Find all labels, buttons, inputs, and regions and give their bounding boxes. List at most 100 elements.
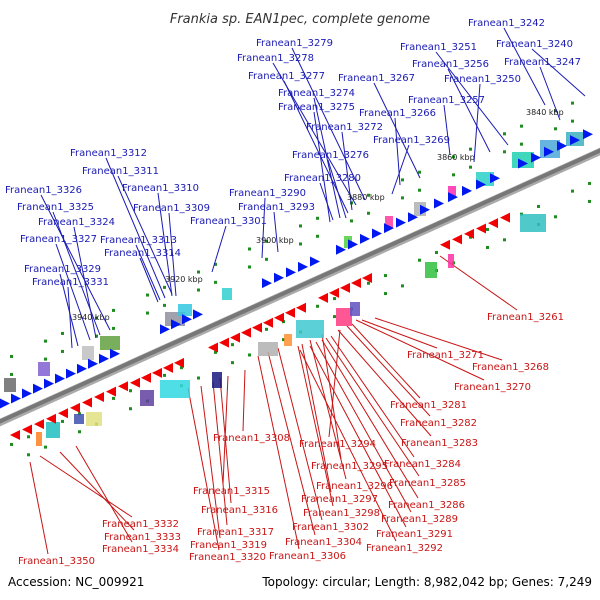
reverse-gene-arrow — [285, 307, 295, 318]
feature-box — [448, 186, 456, 198]
reverse-gene-arrow — [46, 413, 56, 424]
reverse-gene-label[interactable]: Franean1_3320 — [189, 552, 266, 563]
forward-gene-label[interactable]: Franean1_3267 — [338, 73, 415, 84]
label-leader-line — [135, 244, 161, 301]
reverse-gene-label[interactable]: Franean1_3296 — [316, 481, 393, 492]
forward-gene-label[interactable]: Franean1_3327 — [20, 234, 97, 245]
forward-gene-label[interactable]: Franean1_3279 — [256, 38, 333, 49]
feature-box — [82, 346, 94, 360]
reverse-gene-label[interactable]: Franean1_3298 — [303, 508, 380, 519]
forward-gene-arrow — [33, 383, 43, 394]
forward-gene-arrow — [182, 314, 192, 325]
forward-gene-label[interactable]: Franean1_3277 — [248, 71, 325, 82]
forward-gene-label[interactable]: Franean1_3240 — [496, 39, 573, 50]
tick-mark — [197, 288, 200, 292]
forward-gene-label[interactable]: Franean1_3266 — [359, 108, 436, 119]
tick-mark — [163, 285, 166, 289]
forward-gene-label[interactable]: Franean1_3276 — [292, 150, 369, 161]
forward-gene-label[interactable]: Franean1_3290 — [229, 188, 306, 199]
reverse-gene-label[interactable]: Franean1_3316 — [201, 505, 278, 516]
reverse-gene-label[interactable]: Franean1_3319 — [190, 540, 267, 551]
reverse-gene-arrow — [230, 332, 240, 343]
forward-gene-label[interactable]: Franean1_3310 — [122, 183, 199, 194]
forward-gene-label[interactable]: Franean1_3247 — [504, 57, 581, 68]
reverse-gene-arrow — [152, 367, 162, 378]
forward-gene-label[interactable]: Franean1_3278 — [237, 53, 314, 64]
label-leader-line — [319, 182, 334, 221]
reverse-gene-label[interactable]: Franean1_3334 — [102, 544, 179, 555]
forward-gene-label[interactable]: Franean1_3301 — [190, 216, 267, 227]
reverse-gene-arrow — [219, 337, 229, 348]
reverse-gene-label[interactable]: Franean1_3317 — [197, 527, 274, 538]
forward-gene-label[interactable]: Franean1_3326 — [5, 185, 82, 196]
forward-gene-label[interactable]: Franean1_3257 — [408, 95, 485, 106]
feature-box — [258, 342, 278, 356]
reverse-gene-label[interactable]: Franean1_3332 — [102, 519, 179, 530]
forward-gene-label[interactable]: Franean1_3313 — [100, 235, 177, 246]
reverse-gene-arrow — [94, 392, 104, 403]
reverse-gene-label[interactable]: Franean1_3281 — [390, 400, 467, 411]
forward-gene-label[interactable]: Franean1_3280 — [284, 173, 361, 184]
reverse-gene-label[interactable]: Franean1_3308 — [213, 433, 290, 444]
reverse-gene-label[interactable]: Franean1_3261 — [487, 312, 564, 323]
reverse-gene-label[interactable]: Franean1_3270 — [454, 382, 531, 393]
label-leader-line — [531, 48, 586, 97]
reverse-gene-label[interactable]: Franean1_3271 — [407, 350, 484, 361]
tick-mark — [10, 354, 13, 358]
reverse-gene-arrow — [340, 282, 350, 293]
tick-mark — [95, 316, 98, 320]
reverse-gene-label[interactable]: Franean1_3283 — [401, 438, 478, 449]
forward-gene-label[interactable]: Franean1_3269 — [373, 135, 450, 146]
reverse-gene-label[interactable]: Franean1_3285 — [389, 478, 466, 489]
forward-gene-arrow — [396, 217, 406, 228]
reverse-gene-label[interactable]: Franean1_3291 — [376, 529, 453, 540]
forward-gene-label[interactable]: Franean1_3331 — [32, 277, 109, 288]
feature-box — [46, 422, 60, 438]
forward-gene-arrow — [55, 373, 65, 384]
tick-mark — [537, 204, 540, 208]
forward-gene-label[interactable]: Franean1_3251 — [400, 42, 477, 53]
forward-gene-label[interactable]: Franean1_3250 — [444, 74, 521, 85]
forward-gene-label[interactable]: Franean1_3275 — [278, 102, 355, 113]
forward-gene-label[interactable]: Franean1_3324 — [38, 217, 115, 228]
forward-gene-label[interactable]: Franean1_3274 — [278, 88, 355, 99]
forward-gene-label[interactable]: Franean1_3314 — [104, 248, 181, 259]
reverse-gene-arrow — [476, 223, 486, 234]
reverse-gene-label[interactable]: Franean1_3297 — [301, 494, 378, 505]
reverse-gene-label[interactable]: Franean1_3306 — [269, 551, 346, 562]
reverse-gene-arrow — [263, 317, 273, 328]
forward-gene-label[interactable]: Franean1_3325 — [17, 202, 94, 213]
forward-gene-arrow — [531, 152, 541, 163]
label-leader-line — [73, 226, 97, 339]
label-leader-line — [309, 339, 347, 480]
reverse-gene-label[interactable]: Franean1_3304 — [285, 537, 362, 548]
reverse-gene-arrow — [82, 397, 92, 408]
reverse-gene-arrow — [500, 212, 510, 223]
reverse-gene-label[interactable]: Franean1_3284 — [384, 459, 461, 470]
reverse-gene-label[interactable]: Franean1_3282 — [400, 418, 477, 429]
forward-gene-label[interactable]: Franean1_3329 — [24, 264, 101, 275]
tick-mark — [469, 165, 472, 169]
reverse-gene-label[interactable]: Franean1_3295 — [311, 461, 388, 472]
forward-gene-label[interactable]: Franean1_3256 — [412, 59, 489, 70]
forward-gene-label[interactable]: Franean1_3312 — [70, 148, 147, 159]
label-leader-line — [447, 68, 491, 153]
forward-gene-arrow — [360, 233, 370, 244]
reverse-gene-label[interactable]: Franean1_3302 — [292, 522, 369, 533]
reverse-gene-label[interactable]: Franean1_3286 — [388, 500, 465, 511]
label-leader-line — [29, 461, 49, 555]
reverse-gene-label[interactable]: Franean1_3268 — [472, 362, 549, 373]
forward-gene-label[interactable]: Franean1_3293 — [238, 202, 315, 213]
reverse-gene-label[interactable]: Franean1_3315 — [193, 486, 270, 497]
forward-gene-label[interactable]: Franean1_3242 — [468, 18, 545, 29]
reverse-gene-label[interactable]: Franean1_3350 — [18, 556, 95, 567]
forward-gene-arrow — [544, 146, 554, 157]
reverse-gene-label[interactable]: Franean1_3333 — [104, 532, 181, 543]
reverse-gene-label[interactable]: Franean1_3294 — [299, 439, 376, 450]
forward-gene-label[interactable]: Franean1_3311 — [82, 166, 159, 177]
forward-gene-label[interactable]: Franean1_3309 — [133, 203, 210, 214]
forward-gene-label[interactable]: Franean1_3272 — [306, 122, 383, 133]
label-leader-line — [200, 385, 221, 539]
reverse-gene-label[interactable]: Franean1_3289 — [381, 514, 458, 525]
reverse-gene-label[interactable]: Franean1_3292 — [366, 543, 443, 554]
